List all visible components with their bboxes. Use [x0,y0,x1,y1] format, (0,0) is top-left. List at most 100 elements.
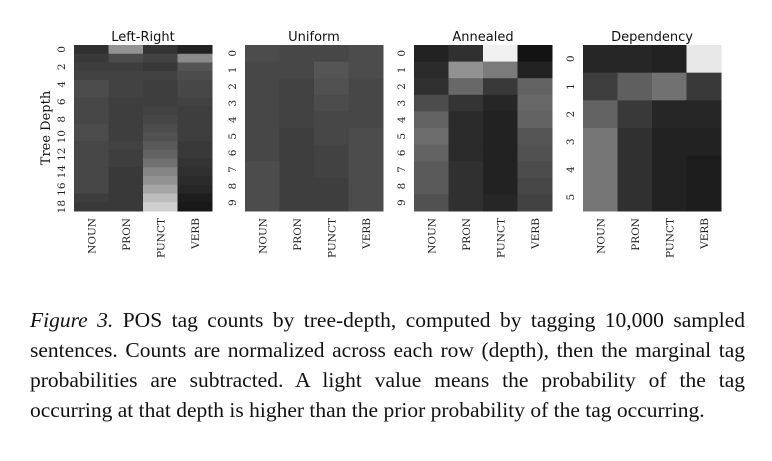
heatmap-cell [108,97,144,107]
row-tick-label: 6 [56,98,68,105]
heatmap-cell [483,61,518,79]
heatmap-cell [617,72,653,101]
heatmap-cell [108,45,144,55]
heatmap-cell [652,128,687,157]
heatmap-cell [348,194,384,212]
heatmap-cell [143,123,178,133]
row-tick-label: 5 [565,194,577,201]
heatmap-cell [108,71,144,81]
heatmap-cell [74,53,109,63]
column-tick-label: VERB [699,218,711,250]
heatmap-cell [143,97,178,107]
heatmap-cell [348,45,384,63]
row-tick-label: 6 [396,149,408,156]
heatmap-cell [652,45,687,74]
heatmap-cell [686,128,722,157]
heatmap-cell [177,184,213,195]
heatmap-figure: Tree Depth Left-Right 0 2 4 6 8 10 12 14 16 18 NOUN P… [39,30,722,258]
heatmap-cell [74,149,109,160]
row-tick-label: 0 [227,50,239,57]
heatmap-cell [686,155,722,184]
heatmap-cell [583,100,618,129]
column-tick-label: PUNCT [664,218,676,258]
heatmap-cell [108,123,144,133]
heatmap-cell [348,61,384,79]
heatmap-cell [74,88,109,98]
row-tick-label: 4 [396,116,408,123]
row-tick-label: 3 [227,100,239,107]
heatmap-cell [414,194,449,212]
heatmap-cell [279,194,315,212]
heatmap-cell [652,100,687,129]
row-tick-label: 2 [396,83,408,90]
heatmap-cell [348,94,384,112]
heatmap-cell [314,194,349,212]
row-tick-label: 8 [396,183,408,190]
column-tick-label: PRON [461,218,473,251]
heatmap-cell [414,161,449,179]
heatmap-cell [177,53,213,63]
heatmap-cell [483,161,518,179]
heatmap-cell [483,194,518,212]
heatmap-cell [245,128,280,146]
heatmap-cell [177,71,213,81]
heatmap-cell [517,45,553,63]
heatmap-cell [517,194,553,212]
heatmap-cell [74,62,109,72]
panel-title: Annealed [452,30,513,45]
panel-title: Dependency [611,30,693,45]
figure-caption: Figure 3. POS tag counts by tree-depth, … [30,305,745,425]
heatmap-cell [314,177,349,195]
column-tick-label: PUNCT [155,218,167,258]
heatmap-cell [483,45,518,63]
heatmap-cell [314,144,349,162]
heatmap-cell [483,177,518,195]
heatmap-cell [177,193,213,203]
heatmap-cell [517,177,553,195]
heatmap-cell [279,144,315,162]
heatmap-cell [108,167,144,177]
heatmap-cell [245,61,280,79]
heatmap-cell [448,177,484,195]
heatmap-cell [279,177,315,195]
heatmap-cell [143,88,178,98]
heatmap-cell [617,128,653,157]
column-tick-label: PUNCT [495,218,507,258]
column-tick-label: PUNCT [326,218,338,258]
y-axis-label: Tree Depth [39,90,54,165]
heatmap-cell [143,193,178,203]
heatmap-cell [143,106,178,116]
heatmap-cell [279,78,315,96]
heatmap-cell [177,123,213,133]
heatmap-cell [448,144,484,162]
heatmap-cell [279,161,315,179]
heatmap-cell [108,184,144,195]
heatmap-cell [314,128,349,146]
heatmap-cell [143,149,178,160]
row-tick-label: 7 [227,166,239,173]
panel-title: Uniform [288,30,340,45]
row-tick-label: 0 [396,50,408,57]
heatmap-cell [279,128,315,146]
heatmap-cell [143,141,178,151]
heatmap-cell [74,132,109,142]
heatmap-cell [686,72,722,101]
heatmap-cell [74,158,109,168]
row-tick-label: 1 [227,67,239,74]
caption-text: POS tag counts by tree-depth, computed b… [30,307,746,422]
column-tick-label: VERB [190,218,202,250]
heatmap-cell [517,94,553,112]
heatmap-cell [517,144,553,162]
heatmap-cell [583,128,618,157]
heatmap-cell [108,193,144,203]
heatmap-cell [348,177,384,195]
heatmap-cell [177,62,213,72]
column-tick-label: PRON [121,218,133,251]
heatmap-cell [143,202,178,212]
row-tick-label: 9 [227,199,239,206]
heatmap-cell [177,158,213,168]
row-tick-label: 1 [396,67,408,74]
heatmap-cell [448,61,484,79]
heatmap-cell [74,167,109,177]
heatmap-cell [177,167,213,177]
